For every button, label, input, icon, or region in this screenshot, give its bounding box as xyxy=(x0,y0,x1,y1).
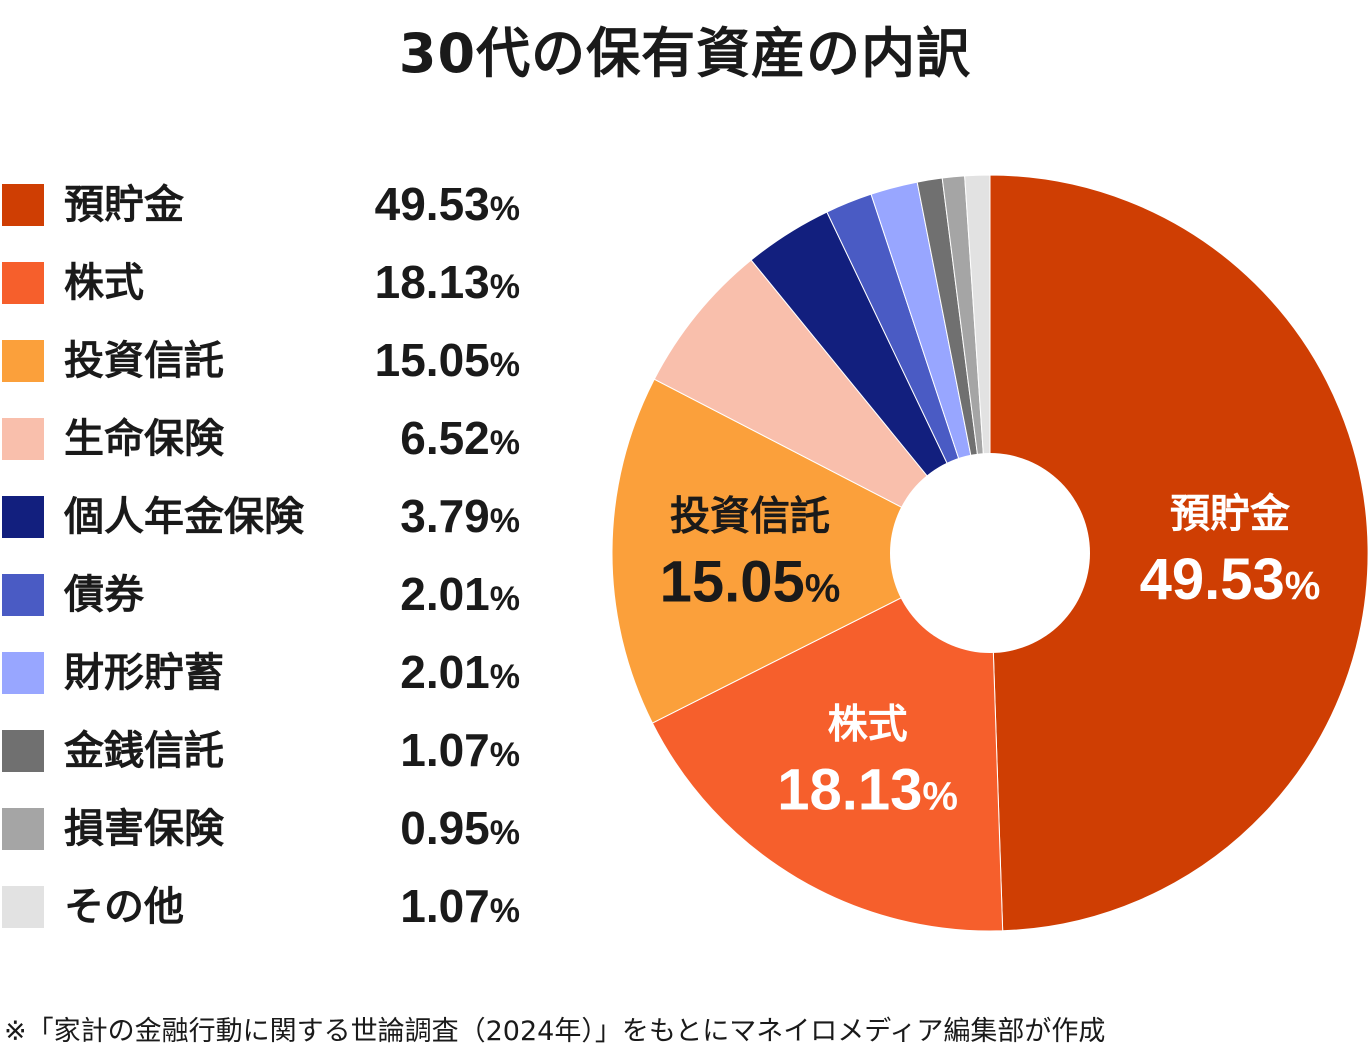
legend-label: 債券 xyxy=(64,572,144,618)
legend-item: 株式 18.13% xyxy=(0,246,560,324)
legend-item: 預貯金 49.53% xyxy=(0,168,560,246)
legend-label: その他 xyxy=(64,884,184,930)
legend-label: 株式 xyxy=(64,260,144,306)
slice-label: 預貯金 xyxy=(1170,491,1291,537)
pie-slice xyxy=(653,259,991,554)
chart-title: 30代の保有資産の内訳 xyxy=(398,22,972,85)
legend-item: 債券 2.01% xyxy=(0,558,560,636)
slice-value-label: 49.53% xyxy=(1140,547,1321,612)
legend-swatch xyxy=(2,574,44,616)
chart-legend: 預貯金 49.53% 株式 18.13% 投資信託 15.05% 生命保険 6.52% 個人年金… xyxy=(0,168,560,948)
slice-label: 株式 xyxy=(828,701,908,747)
legend-value: 2.01% xyxy=(400,646,520,698)
legend-value: 0.95% xyxy=(400,802,520,854)
legend-value: 18.13% xyxy=(374,256,520,308)
legend-swatch xyxy=(2,184,44,226)
legend-swatch xyxy=(2,418,44,460)
legend-swatch xyxy=(2,340,44,382)
legend-value: 2.01% xyxy=(400,568,520,620)
legend-value: 6.52% xyxy=(400,412,520,464)
pie-slice xyxy=(651,552,1004,932)
legend-item: 個人年金保険 3.79% xyxy=(0,480,560,558)
legend-item: 生命保険 6.52% xyxy=(0,402,560,480)
legend-value: 15.05% xyxy=(374,334,520,386)
donut-hole xyxy=(890,453,1090,653)
legend-label: 生命保険 xyxy=(64,416,224,462)
legend-value: 1.07% xyxy=(400,880,520,932)
legend-item: 金銭信託 1.07% xyxy=(0,714,560,792)
legend-value: 49.53% xyxy=(374,178,520,230)
legend-swatch xyxy=(2,730,44,772)
legend-label: 財形貯蓄 xyxy=(64,650,224,696)
legend-swatch xyxy=(2,262,44,304)
legend-swatch xyxy=(2,808,44,850)
legend-label: 損害保険 xyxy=(64,806,224,852)
legend-label: 投資信託 xyxy=(64,338,224,384)
legend-swatch xyxy=(2,496,44,538)
legend-value: 1.07% xyxy=(400,724,520,776)
legend-item: その他 1.07% xyxy=(0,870,560,948)
legend-label: 預貯金 xyxy=(64,182,184,228)
legend-swatch xyxy=(2,652,44,694)
legend-label: 金銭信託 xyxy=(64,728,224,774)
legend-value: 3.79% xyxy=(400,490,520,542)
pie-slice xyxy=(989,174,1369,932)
legend-item: 財形貯蓄 2.01% xyxy=(0,636,560,714)
pie-slice xyxy=(611,378,992,724)
legend-item: 投資信託 15.05% xyxy=(0,324,560,402)
legend-item: 損害保険 0.95% xyxy=(0,792,560,870)
source-footnote: ※「家計の金融行動に関する世論調査（2024年）」をもとにマネイロメディア編集部… xyxy=(4,1016,1106,1047)
legend-swatch xyxy=(2,886,44,928)
legend-label: 個人年金保険 xyxy=(64,494,304,540)
slice-label: 投資信託 xyxy=(670,494,830,540)
